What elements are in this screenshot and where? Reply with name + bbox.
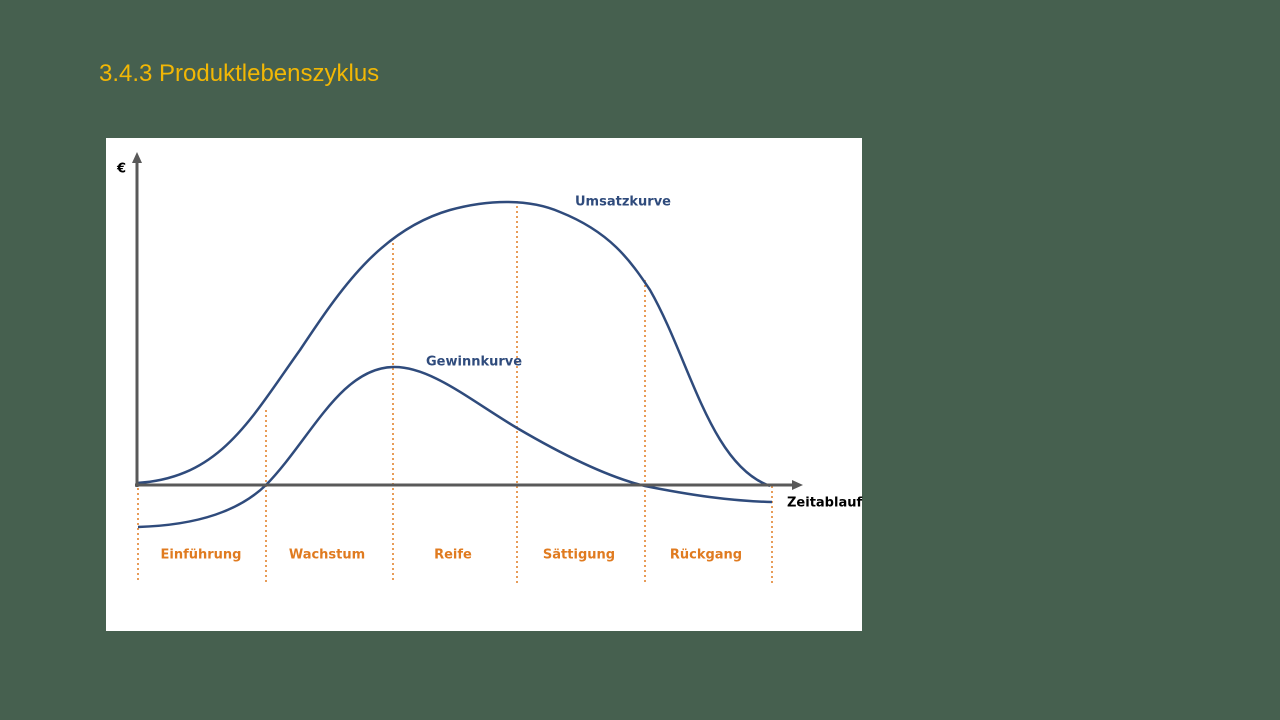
diagram-panel [106, 138, 862, 631]
phase-label: Wachstum [289, 548, 365, 563]
phase-label: Rückgang [670, 548, 742, 563]
phase-label: Einführung [161, 548, 242, 563]
curve-label: Umsatzkurve [575, 195, 671, 210]
phase-dividers [137, 201, 773, 583]
y-axis-label: € [116, 162, 126, 177]
phase-label: Sättigung [543, 548, 615, 563]
axes [132, 152, 803, 490]
x-arrow [792, 480, 803, 490]
phase-label: Reife [434, 548, 472, 563]
curve-label: Gewinnkurve [426, 355, 522, 370]
sales-curve [136, 200, 771, 488]
profit-curve [137, 365, 773, 529]
y-arrow [132, 152, 142, 163]
slide-title: 3.4.3 Produktlebenszyklus [99, 60, 379, 87]
x-axis-label: Zeitablauf [787, 496, 862, 511]
